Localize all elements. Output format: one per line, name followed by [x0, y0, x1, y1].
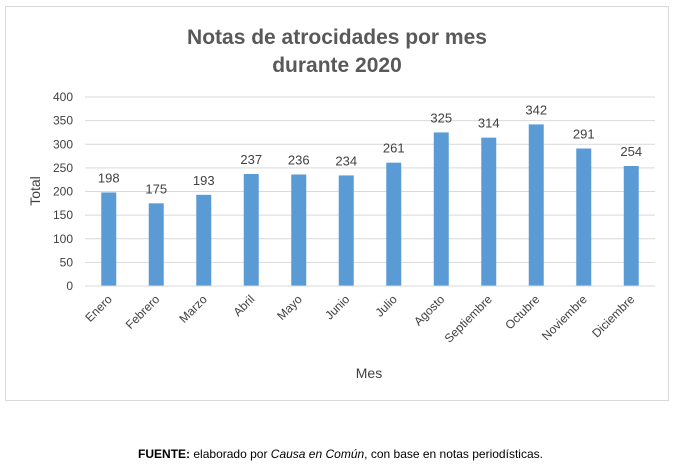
bar-noviembre: [576, 148, 592, 286]
y-tick-label: 150: [53, 208, 73, 222]
x-tick-label: Abril: [230, 292, 257, 319]
data-label: 198: [98, 170, 120, 185]
source-note: FUENTE: elaborado por Causa en Común, co…: [0, 447, 681, 461]
source-text-pre: elaborado por: [190, 447, 271, 461]
y-tick-label: 350: [53, 114, 73, 128]
x-tick-label: Diciembre: [589, 292, 637, 340]
y-tick-label: 200: [53, 185, 73, 199]
bars: [101, 124, 639, 286]
y-tick-label: 50: [60, 255, 74, 269]
x-tick-label: Octubre: [502, 292, 542, 332]
data-label: 261: [383, 141, 405, 156]
bar-enero: [101, 192, 117, 286]
source-text-post: , con base en notas periodísticas.: [364, 447, 543, 461]
y-tick-label: 0: [66, 279, 73, 293]
bar-diciembre: [623, 165, 639, 286]
bar-abril: [243, 174, 259, 286]
bar-septiembre: [481, 137, 497, 286]
x-tick-label: Septiembre: [442, 292, 496, 346]
x-tick-label: Mayo: [274, 292, 305, 323]
chart-frame: [5, 6, 669, 401]
chart-title-line-2: durante 2020: [272, 54, 402, 77]
data-label: 325: [430, 110, 452, 125]
bar-octubre: [528, 124, 544, 286]
data-label: 291: [573, 127, 595, 142]
source-org: Causa en Común: [270, 447, 365, 461]
gridlines: [85, 96, 655, 263]
bar-marzo: [196, 194, 212, 286]
y-axis-label: Total: [27, 176, 43, 206]
y-axis-ticks: 0 50 100 150 200 250 300 350 400: [53, 90, 73, 293]
x-axis-label: Mes: [356, 365, 382, 381]
data-label: 342: [525, 102, 547, 117]
data-label: 193: [193, 173, 215, 188]
y-tick-label: 250: [53, 161, 73, 175]
data-label: 314: [478, 116, 500, 131]
chart-title-line-1: Notas de atrocidades por mes: [187, 26, 487, 49]
y-tick-label: 400: [53, 90, 73, 104]
y-tick-label: 300: [53, 137, 73, 151]
x-tick-label: Julio: [373, 292, 401, 320]
bar-chart: Notas de atrocidades por mes durante 202…: [27, 26, 655, 381]
data-labels: 198 175 193 237 236 234 261 325 314 342 291 254: [98, 102, 642, 196]
data-label: 254: [620, 144, 642, 159]
y-tick-label: 100: [53, 232, 73, 246]
x-tick-label: Agosto: [411, 292, 448, 329]
data-label: 234: [335, 153, 357, 168]
bar-febrero: [148, 203, 164, 286]
bar-agosto: [433, 132, 449, 286]
data-label: 237: [240, 152, 262, 167]
bar-mayo: [291, 174, 307, 286]
data-label: 236: [288, 152, 310, 167]
source-label: FUENTE:: [138, 447, 191, 461]
x-tick-label: Junio: [322, 292, 352, 322]
x-tick-label: Marzo: [176, 292, 210, 326]
bar-junio: [338, 175, 354, 286]
x-tick-label: Febrero: [123, 292, 163, 332]
x-tick-label: Enero: [82, 292, 115, 325]
x-axis-ticks: Enero Febrero Marzo Abril Mayo Junio Julio Agos…: [82, 292, 637, 346]
x-tick-label: Noviembre: [539, 292, 590, 343]
data-label: 175: [145, 181, 167, 196]
bar-julio: [386, 162, 402, 286]
